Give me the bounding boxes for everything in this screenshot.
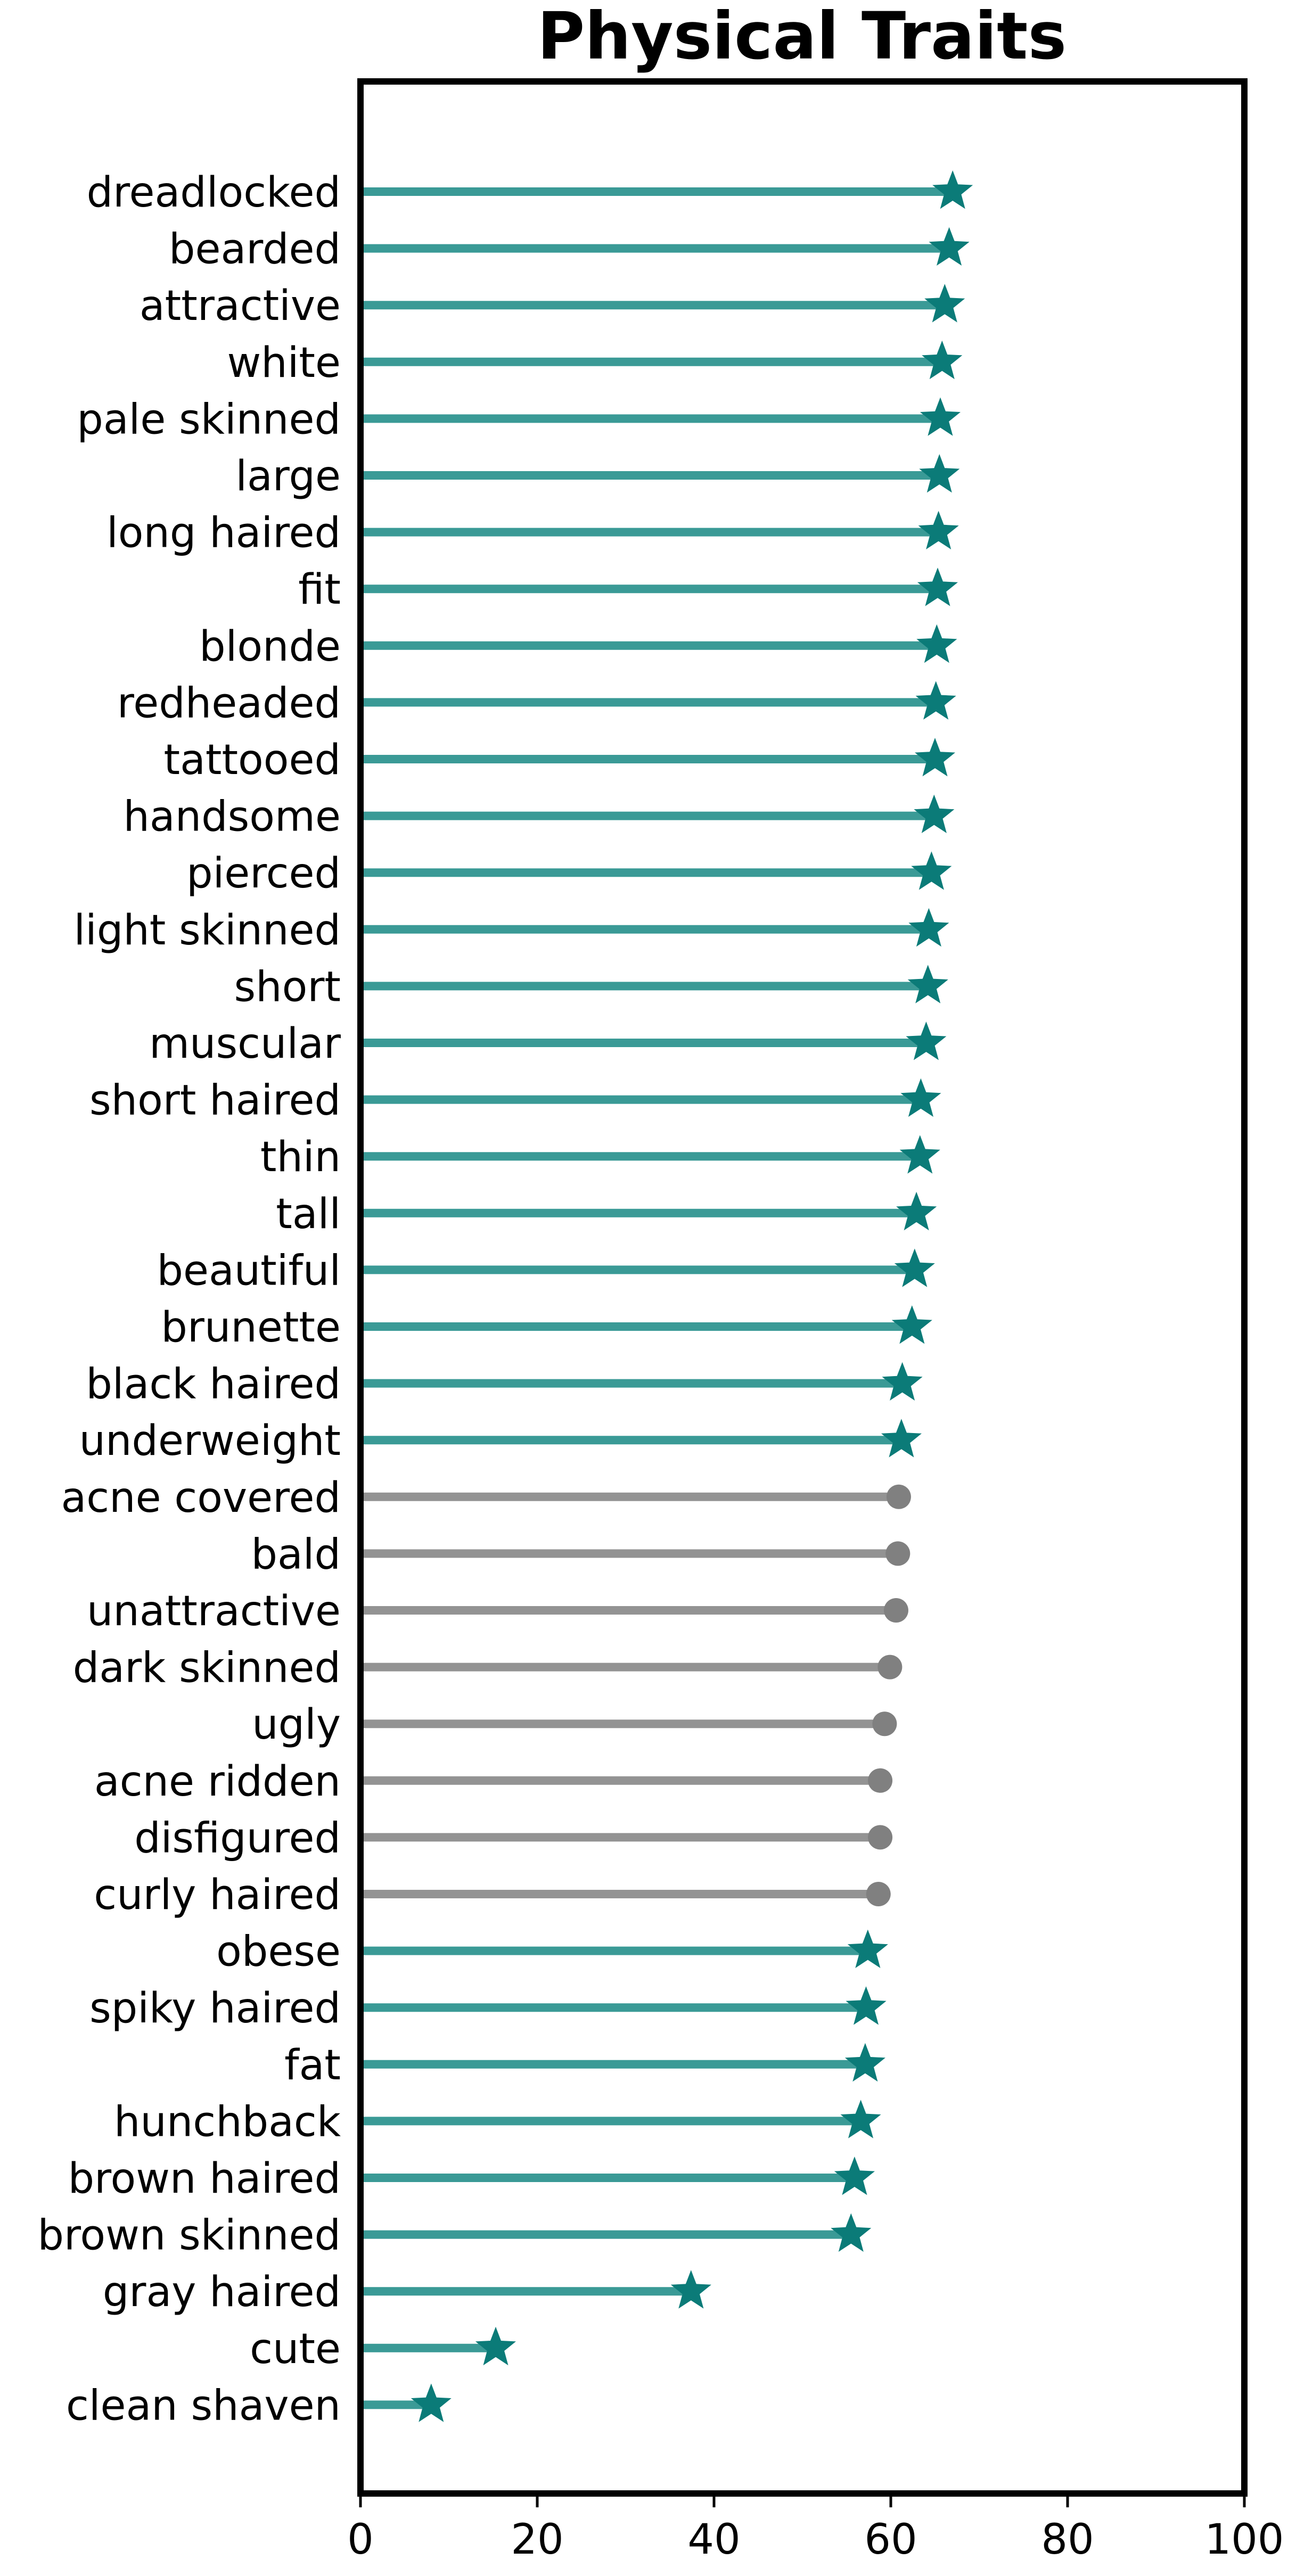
- category-label-hunchback: hunchback: [114, 2098, 341, 2146]
- category-label-acne-covered: acne covered: [61, 1474, 341, 1522]
- star-marker-bearded: [929, 227, 970, 266]
- category-label-black-haired: black haired: [86, 1361, 341, 1409]
- star-marker-short-haired: [900, 1078, 941, 1117]
- category-label-muscular: muscular: [149, 1020, 341, 1068]
- star-marker-gray-haired: [670, 2270, 711, 2309]
- category-label-obese: obese: [216, 1928, 341, 1976]
- circle-marker-ugly: [872, 1711, 897, 1736]
- category-label-bald: bald: [251, 1530, 341, 1578]
- star-marker-muscular: [906, 1022, 947, 1060]
- category-label-redheaded: redheaded: [117, 679, 341, 727]
- star-marker-handsome: [914, 794, 955, 833]
- star-marker-short: [907, 965, 948, 1003]
- x-tick-label-20: 20: [511, 2516, 563, 2564]
- category-label-curly-haired: curly haired: [94, 1871, 341, 1919]
- category-label-underweight: underweight: [79, 1417, 341, 1465]
- category-label-cute: cute: [250, 2325, 341, 2373]
- star-marker-blonde: [916, 624, 957, 663]
- category-label-brown-haired: brown haired: [68, 2155, 341, 2203]
- star-marker-dreadlocked: [932, 170, 973, 209]
- category-label-tattooed: tattooed: [164, 736, 341, 784]
- category-label-pale-skinned: pale skinned: [77, 396, 341, 443]
- category-label-fit: fit: [298, 566, 341, 614]
- circle-marker-curly-haired: [866, 1882, 891, 1906]
- x-tick-label-60: 60: [864, 2516, 917, 2564]
- star-marker-brown-haired: [834, 2157, 875, 2195]
- category-label-unattractive: unattractive: [87, 1587, 341, 1635]
- category-label-large: large: [235, 452, 341, 500]
- category-label-acne-ridden: acne ridden: [94, 1758, 341, 1806]
- star-marker-brunette: [891, 1305, 932, 1344]
- star-marker-attractive: [924, 284, 965, 323]
- category-label-spiky-haired: spiky haired: [89, 1985, 341, 2032]
- category-label-light-skinned: light skinned: [73, 907, 341, 954]
- category-label-beautiful: beautiful: [157, 1247, 341, 1295]
- circle-marker-dark-skinned: [877, 1655, 903, 1680]
- star-marker-long-haired: [918, 511, 959, 549]
- star-marker-tall: [896, 1191, 937, 1231]
- circle-marker-acne-covered: [886, 1484, 911, 1509]
- category-label-gray-haired: gray haired: [103, 2268, 341, 2316]
- star-marker-tattooed: [915, 738, 955, 777]
- category-label-fat: fat: [284, 2042, 341, 2089]
- star-marker-beautiful: [894, 1248, 935, 1287]
- star-marker-hunchback: [840, 2100, 881, 2138]
- category-label-brown-skinned: brown skinned: [38, 2212, 341, 2260]
- category-label-ugly: ugly: [252, 1701, 341, 1749]
- star-marker-redheaded: [915, 681, 956, 720]
- category-label-brunette: brunette: [161, 1304, 341, 1352]
- circle-marker-unattractive: [883, 1598, 908, 1623]
- x-axis: 0 20 40 60 80 100: [347, 2493, 1284, 2564]
- star-marker-obese: [847, 1929, 888, 1968]
- star-marker-spiky-haired: [846, 1986, 887, 2025]
- x-tick-label-100: 100: [1205, 2516, 1284, 2564]
- star-marker-thin: [899, 1135, 940, 1174]
- category-label-handsome: handsome: [123, 793, 341, 841]
- circle-marker-bald: [885, 1541, 911, 1566]
- star-marker-light-skinned: [908, 908, 949, 947]
- category-label-dreadlocked: dreadlocked: [87, 169, 341, 217]
- star-marker-brown-skinned: [831, 2213, 872, 2252]
- plot-frame: [357, 78, 1248, 2497]
- category-label-short: short: [234, 963, 341, 1011]
- category-label-short-haired: short haired: [89, 1077, 341, 1125]
- star-marker-fat: [844, 2043, 885, 2082]
- star-marker-pale-skinned: [920, 397, 961, 436]
- x-tick-label-80: 80: [1041, 2516, 1094, 2564]
- category-labels: dreadlocked bearded attractive white pale sk…: [38, 169, 341, 2430]
- category-label-bearded: bearded: [169, 226, 341, 274]
- star-marker-large: [919, 454, 960, 493]
- chart-title: Physical Traits: [537, 0, 1067, 74]
- category-label-white: white: [227, 339, 341, 387]
- star-marker-cute: [475, 2326, 516, 2366]
- category-label-disfigured: disfigured: [134, 1814, 341, 1862]
- star-marker-fit: [917, 567, 958, 606]
- category-label-clean-shaven: clean shaven: [66, 2382, 341, 2430]
- x-tick-label-0: 0: [347, 2516, 374, 2564]
- category-label-long-haired: long haired: [106, 509, 341, 557]
- category-label-pierced: pierced: [186, 850, 341, 898]
- x-tick-label-40: 40: [687, 2516, 740, 2564]
- star-marker-underweight: [881, 1419, 922, 1458]
- circle-marker-acne-ridden: [868, 1768, 893, 1793]
- star-marker-pierced: [911, 851, 952, 890]
- star-marker-clean-shaven: [411, 2383, 452, 2422]
- star-marker-white: [922, 340, 963, 380]
- circle-marker-disfigured: [868, 1825, 893, 1850]
- star-marker-black-haired: [882, 1362, 923, 1401]
- category-label-thin: thin: [260, 1133, 341, 1181]
- category-label-dark-skinned: dark skinned: [73, 1644, 341, 1692]
- category-label-tall: tall: [276, 1190, 341, 1238]
- category-label-attractive: attractive: [140, 282, 341, 330]
- category-label-blonde: blonde: [199, 623, 341, 671]
- chart-marks: [360, 170, 973, 2422]
